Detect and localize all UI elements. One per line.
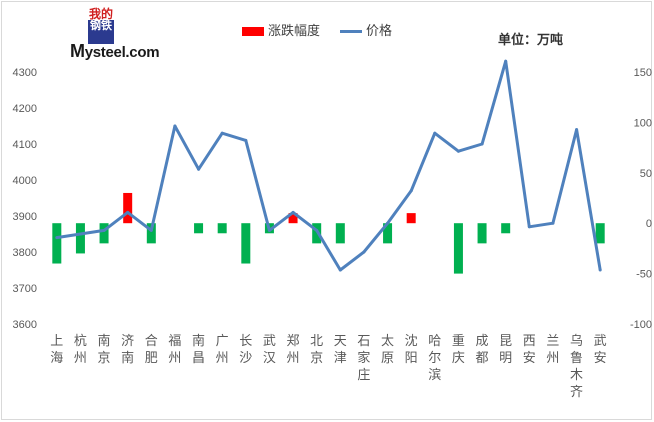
right-axis-tick-label: -100 [630,319,652,331]
category-label: 哈尔滨 [428,334,441,383]
legend-line-label: 价格 [366,24,393,39]
category-label: 上海 [50,334,63,366]
legend-line: 价格 [340,20,392,39]
category-label: 成都 [476,334,489,366]
right-axis-tick-label: 150 [634,67,652,79]
price-line [56,59,602,272]
price-point [244,138,248,142]
price-point [55,236,59,240]
price-point [173,124,177,128]
category-label: 乌鲁木齐 [570,333,583,400]
right-axis-tick-label: -50 [636,269,652,281]
left-axis-tick-label: 4000 [13,175,37,187]
bar-change [477,223,487,244]
price-point [480,142,484,146]
price-point [527,225,531,229]
category-label: 福州 [168,334,181,366]
bar-change [194,223,204,234]
legend-line-swatch [340,30,362,33]
category-label: 南京 [98,333,111,366]
price-point [220,131,224,135]
category-label: 广州 [216,334,229,366]
bar-change [99,223,109,244]
category-label: 太原 [381,334,394,366]
category-label: 合肥 [145,334,158,366]
category-label: 北京 [310,334,323,366]
category-label: 长沙 [239,334,252,366]
right-axis-tick-label: 100 [634,117,652,129]
logo-text-prefix: M [70,41,85,61]
bar-change [595,223,605,244]
price-point [362,250,366,254]
price-point [149,228,153,232]
category-label: 济南 [121,334,134,366]
bar-change [146,223,156,244]
logo-text-rest: ysteel.com [84,44,160,61]
price-point [409,189,413,193]
price-point [551,221,555,225]
left-axis-tick-label: 3600 [13,319,37,331]
category-label: 兰州 [546,334,559,366]
unit-label: 单位：万吨 [498,33,564,48]
category-label: 郑州 [287,334,300,366]
bar-change [453,223,463,274]
category-label: 南昌 [192,333,205,366]
bar-change [335,223,345,244]
price-point [504,59,508,63]
bar-change [288,213,298,224]
left-axis-tick-label: 4100 [13,139,37,151]
left-axis-tick-label: 4200 [13,103,37,115]
bar-change [217,223,227,234]
bar-change [501,223,511,234]
category-label: 昆明 [499,334,512,366]
price-point [102,228,106,232]
mysteel-logo: 我的 钢铁 Mysteel.com [70,8,160,61]
legend-bar-swatch [242,27,264,36]
category-label: 沈阳 [405,334,418,366]
logo-mark-top: 我的 [88,7,114,21]
left-axis-tick-label: 3900 [13,211,37,223]
right-axis-tick-label: 0 [646,218,652,230]
price-point [315,228,319,232]
logo-text: Mysteel.com [70,41,160,62]
category-label: 武安 [594,334,607,366]
price-point [433,131,437,135]
bar-change [241,223,251,264]
category-label: 西安 [523,334,536,366]
left-axis-tick-label: 4300 [13,67,37,79]
bar-change [123,192,133,224]
price-point [598,268,602,272]
right-axis-tick-label: 50 [640,168,652,180]
bar-change [75,223,85,254]
price-point [267,228,271,232]
price-point [291,210,295,214]
category-label: 石家庄 [357,334,370,383]
price-point [126,210,130,214]
category-label: 重庆 [452,333,465,366]
legend-bar-label: 涨跌幅度 [268,24,321,39]
category-label: 武汉 [263,334,276,366]
category-label: 杭州 [74,334,87,366]
logo-mark: 我的 钢铁 [88,8,114,44]
price-point [575,128,579,132]
price-point [386,221,390,225]
category-label: 天津 [334,334,347,366]
left-axis-tick-label: 3800 [13,247,37,259]
bar-change [383,223,393,244]
legend-bar: 涨跌幅度 [242,20,320,39]
price-point [197,167,201,171]
price-point [338,268,342,272]
logo-mark-bottom: 钢铁 [90,19,112,32]
left-axis-tick-label: 3700 [13,283,37,295]
bar-change [406,213,416,224]
price-point [78,232,82,236]
bar-change [52,223,62,264]
price-point [456,149,460,153]
